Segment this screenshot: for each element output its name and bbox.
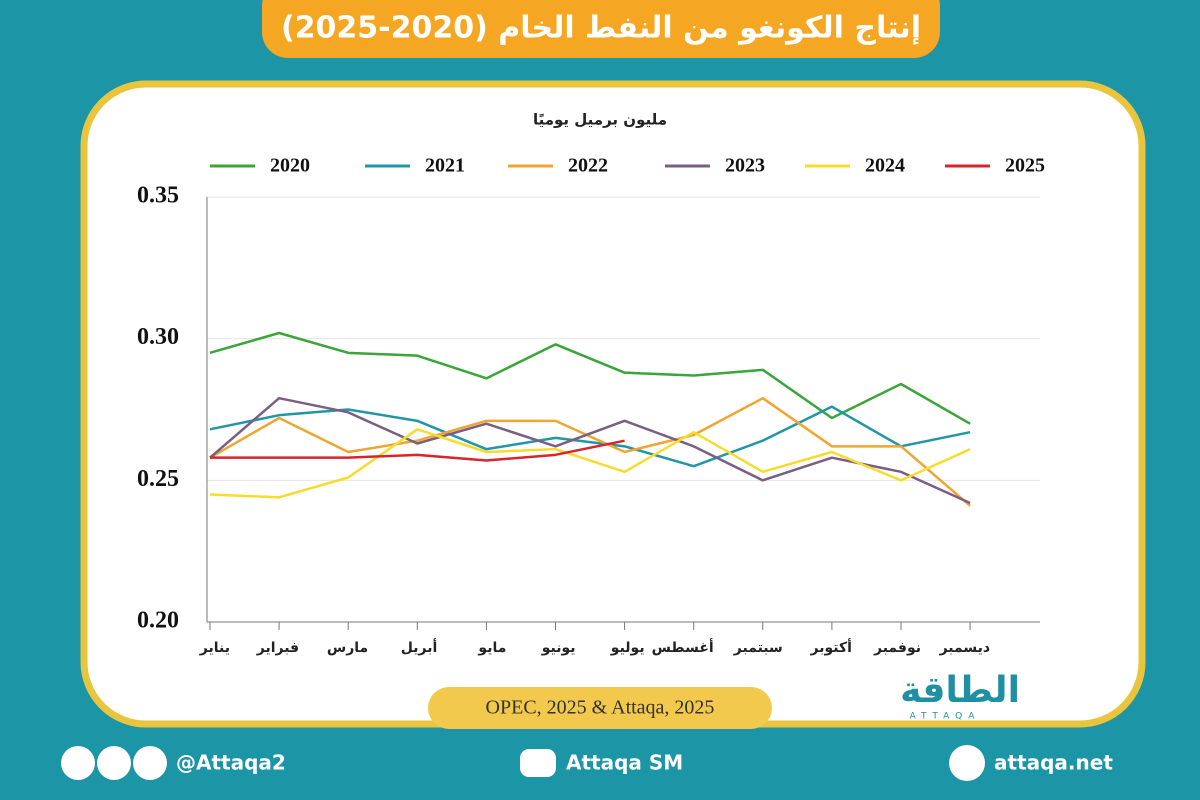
web-icon bbox=[949, 745, 985, 781]
legend-label: 2023 bbox=[725, 155, 765, 177]
card bbox=[80, 80, 1146, 728]
legend-label: 2024 bbox=[865, 155, 905, 177]
x-icon bbox=[61, 746, 95, 780]
chart-title: إنتاج الكونغو من النفط الخام (2020-2025) bbox=[281, 11, 921, 46]
logo-latin: ATTAQA bbox=[910, 712, 981, 722]
x-tick-label: يونيو bbox=[541, 640, 576, 656]
x-tick-label: سبتمبر bbox=[733, 640, 783, 656]
legend-label: 2025 bbox=[1005, 155, 1045, 177]
source-pill bbox=[428, 687, 772, 729]
instagram-icon bbox=[97, 746, 131, 780]
series-line bbox=[209, 428, 971, 499]
website: attaqa.net bbox=[994, 751, 1113, 775]
source: OPEC, 2025 & Attaqa, 2025 bbox=[486, 697, 715, 719]
y-tick-label: 0.35 bbox=[137, 183, 179, 209]
series-line bbox=[209, 396, 971, 507]
x-tick-label: فبراير bbox=[256, 640, 299, 656]
x-tick-label: مارس bbox=[327, 640, 368, 656]
x-tick-label: مايو bbox=[477, 640, 506, 656]
y-tick-label: 0.20 bbox=[137, 608, 179, 634]
logo-name: الطاقة bbox=[900, 670, 1020, 711]
youtube-channel: Attaqa SM bbox=[566, 751, 683, 775]
y-tick-label: 0.25 bbox=[137, 466, 179, 492]
x-tick-label: يناير bbox=[199, 640, 230, 656]
x-tick-label: أغسطس bbox=[652, 638, 714, 656]
youtube-icon bbox=[520, 749, 556, 777]
y-axis-label: مليون برميل يوميًا bbox=[533, 111, 667, 129]
social-handle: @Attaqa2 bbox=[176, 751, 286, 775]
x-tick-label: يوليو bbox=[610, 640, 645, 656]
legend-label: 2022 bbox=[568, 155, 608, 177]
y-tick-label: 0.30 bbox=[137, 324, 179, 350]
series-line bbox=[209, 396, 971, 505]
legend-label: 2020 bbox=[270, 155, 310, 177]
title-banner bbox=[262, 0, 940, 58]
x-tick-label: أبريل bbox=[401, 638, 438, 656]
legend-label: 2021 bbox=[425, 155, 465, 177]
plot: 0.20 0.25 0.30 0.35 يناير فبراير مارس أبريل مايو… bbox=[137, 155, 1045, 656]
x-tick-label: نوفمبر bbox=[873, 640, 921, 656]
x-tick-label: أكتوبر bbox=[809, 638, 851, 656]
facebook-icon bbox=[133, 746, 167, 780]
x-tick-label: ديسمبر bbox=[939, 640, 991, 656]
series-line bbox=[210, 439, 625, 462]
